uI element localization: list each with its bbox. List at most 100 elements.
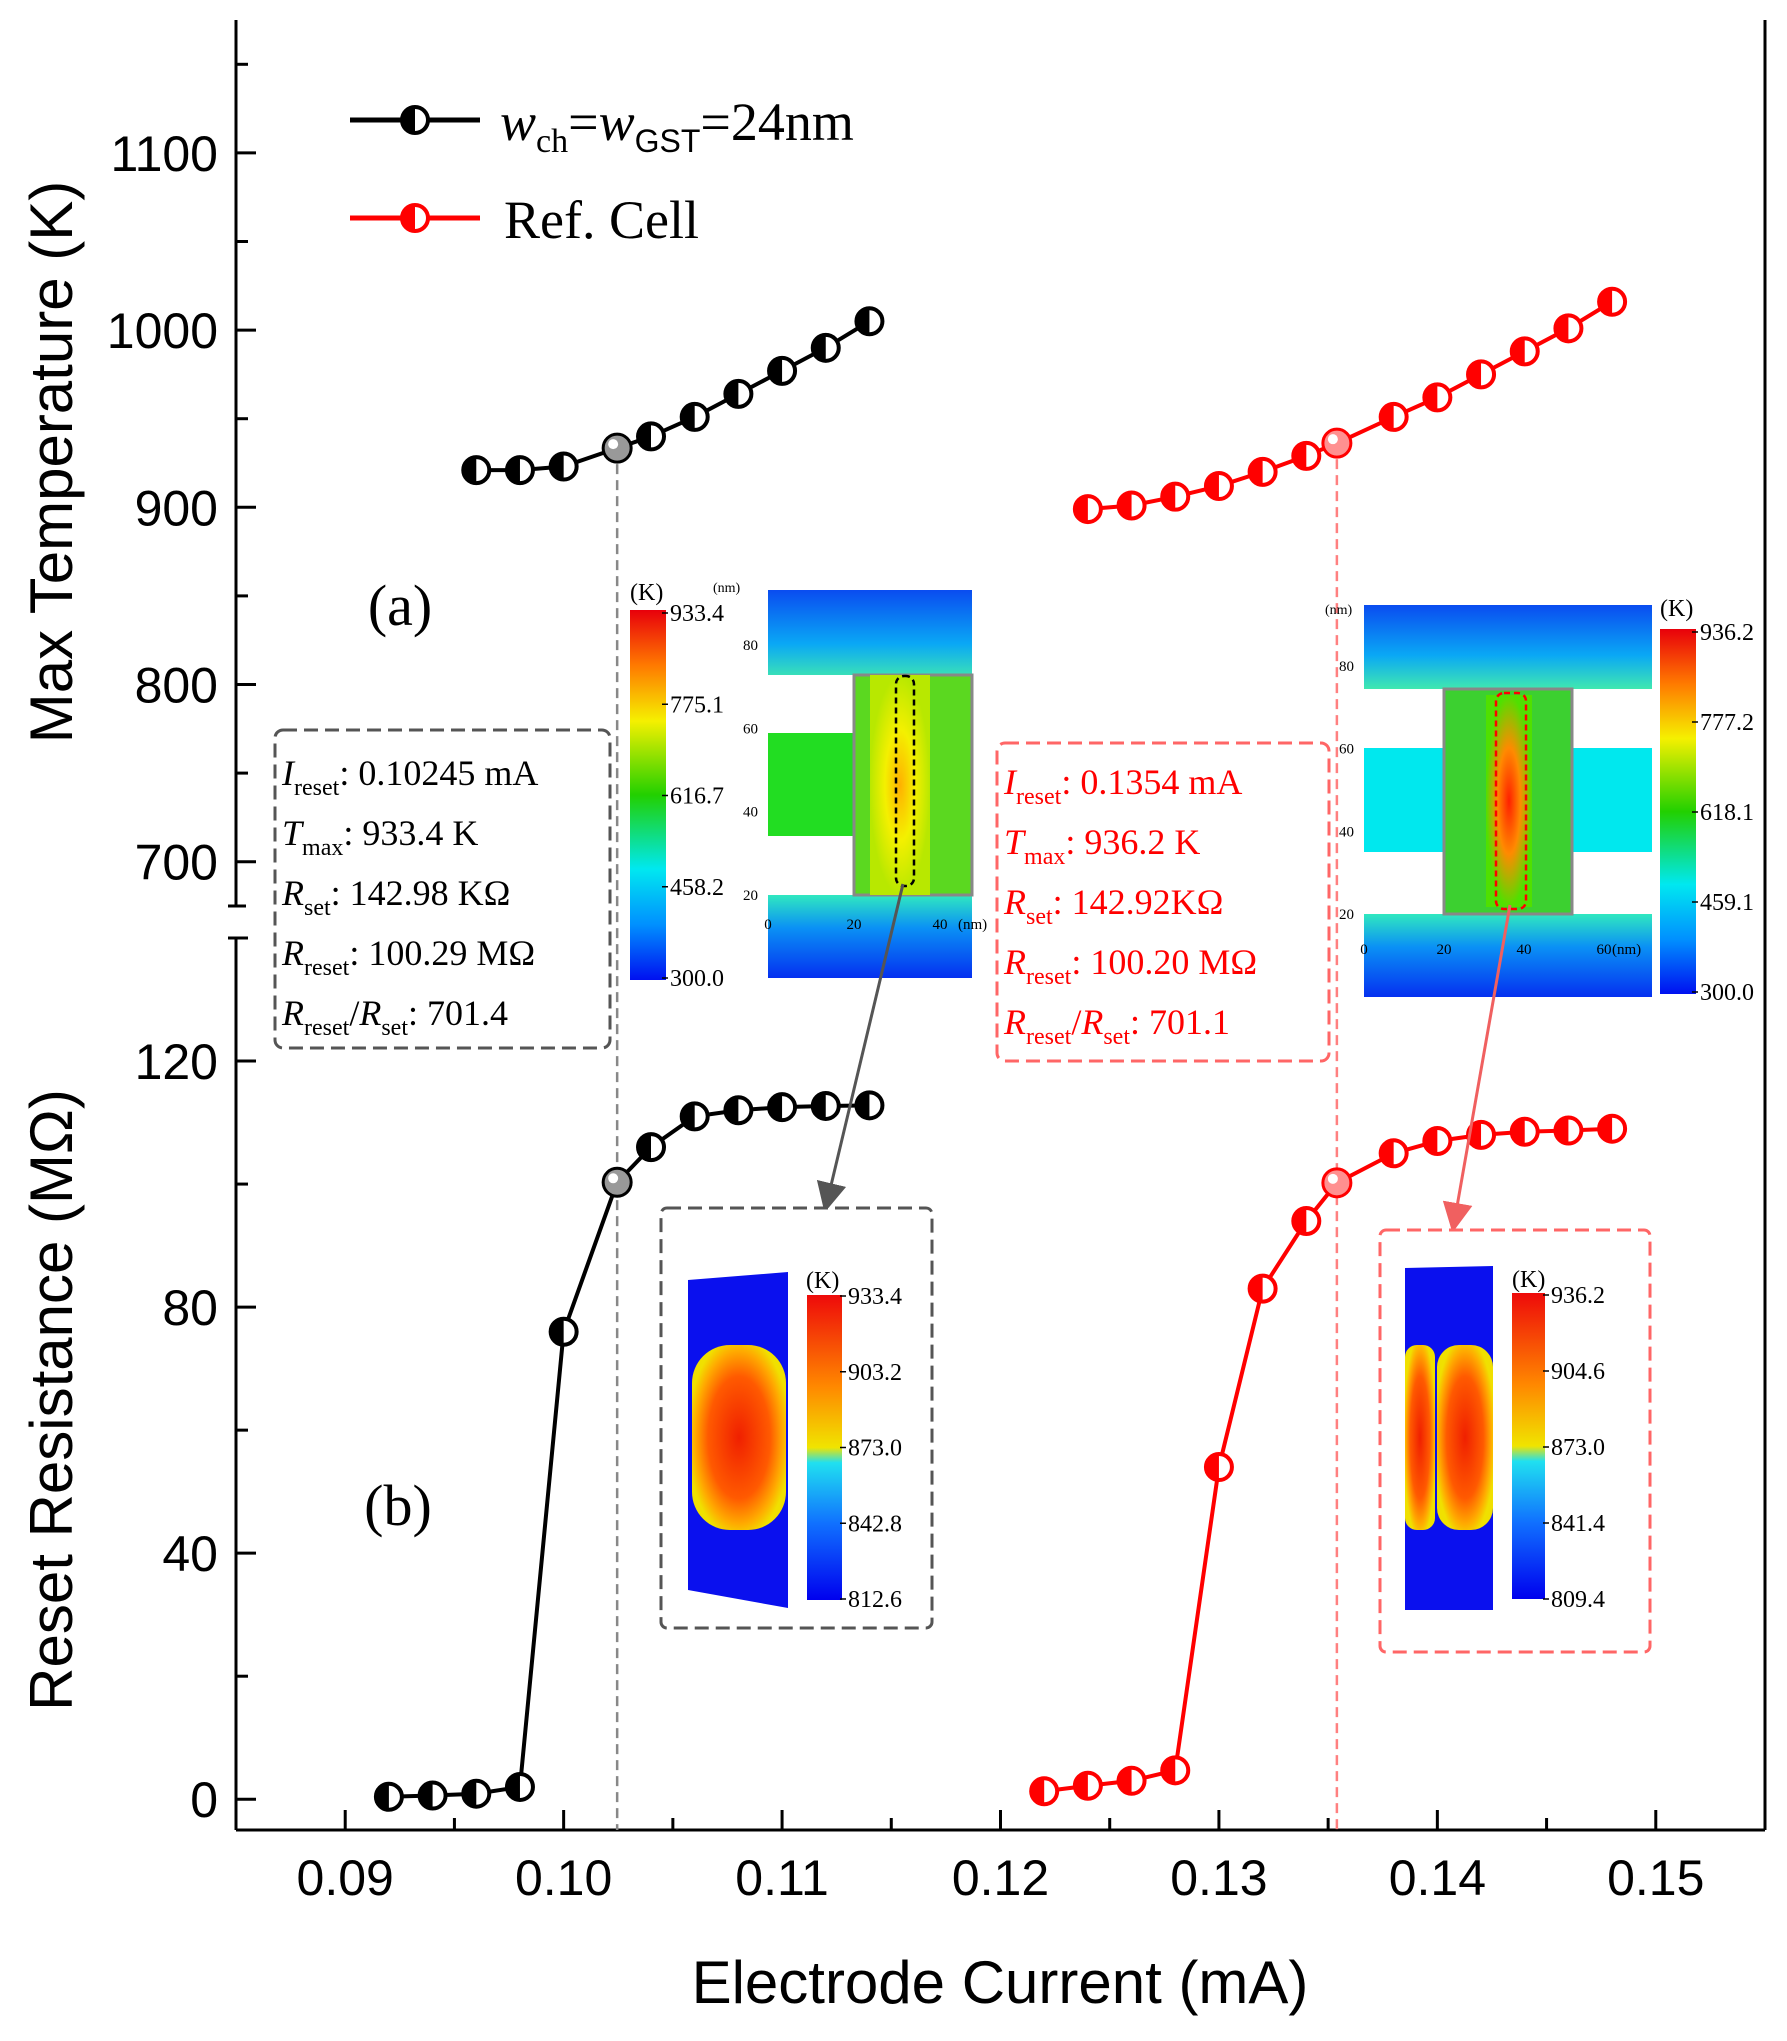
data-point-a-1	[1203, 471, 1234, 502]
info-black-rows: Ireset: 0.10245 mA Tmax: 933.4 K Rset: 142…	[281, 753, 538, 1041]
marker-half	[375, 1783, 389, 1810]
colorbar-label: 458.2	[670, 875, 724, 901]
marker-half	[1205, 1454, 1219, 1481]
marker-half	[681, 403, 695, 430]
data-point-b-1	[1072, 1770, 1103, 1801]
inset-map-red-y-unit: (nm)	[1325, 603, 1353, 618]
data-point-b-0	[723, 1095, 754, 1126]
inset-zoom-red-colorbar	[1512, 1293, 1545, 1599]
marker-half	[419, 1782, 433, 1809]
marker-half	[1293, 1207, 1307, 1234]
data-point-b-1	[1597, 1113, 1628, 1144]
info-box-red: Ireset: 0.1354 mA Tmax: 936.2 K Rset: 142.…	[995, 741, 1331, 1063]
inset-map-black-roi	[894, 674, 916, 888]
colorbar-label: 933.4	[670, 601, 724, 627]
data-point-b-0	[373, 1781, 404, 1812]
marker-half	[1162, 483, 1176, 510]
highlight-marker	[601, 1166, 633, 1198]
map-ytick-label: 40	[1339, 824, 1354, 840]
info-box-black: Ireset: 0.10245 mA Tmax: 933.4 K Rset: 142…	[273, 728, 612, 1050]
inset-map-black: (K) 933.4 775.1 616.7 458.2 300.0 (nm) 80 60 4…	[630, 580, 987, 992]
map-ytick-label: 60	[1339, 742, 1354, 758]
colorbar-label: 936.2	[1700, 620, 1754, 646]
marker-half	[769, 357, 783, 384]
y-tick-label-b: 0	[190, 1772, 218, 1828]
inset-map-black-bottom-electrode	[768, 895, 972, 978]
inset-zoom-black-colorbar-labels: 933.4 903.2 873.0 842.8 812.6	[840, 1284, 902, 1613]
series-layer	[373, 286, 1628, 1812]
data-point-b-1	[1203, 1452, 1234, 1483]
map-xtick-label: 0	[764, 917, 772, 933]
inset-map-black-top-electrode	[768, 590, 972, 680]
y-tick-label-a: 1000	[107, 303, 218, 359]
data-point-a-0	[810, 332, 841, 363]
marker-half	[506, 1773, 520, 1800]
info-row: Tmax: 933.4 K	[282, 813, 478, 861]
map-ytick-label: 40	[743, 805, 758, 821]
legend: wch=wGST=24nm Ref. Cell	[350, 92, 854, 250]
y-tick-label-b: 80	[162, 1280, 218, 1336]
data-point-a-1	[1466, 359, 1497, 390]
marker-half	[1162, 1757, 1176, 1784]
colorbar-label: 903.2	[848, 1360, 902, 1386]
colorbar-label: 300.0	[1700, 980, 1754, 1006]
info-box-black-frame	[273, 728, 612, 1050]
marker-half	[725, 380, 739, 407]
inset-map-red-bottom-electrode	[1364, 914, 1652, 997]
data-point-a-0	[636, 421, 667, 452]
inset-zoom-black: (K) 933.4 903.2 873.0 842.8 812.6	[659, 1206, 934, 1630]
marker-half	[1249, 458, 1263, 485]
info-row: Tmax: 936.2 K	[1004, 822, 1200, 870]
x-tick-label: 0.15	[1607, 1850, 1704, 1906]
map-x-unit: (nm)	[958, 917, 987, 933]
data-point-b-1	[1029, 1776, 1060, 1807]
x-tick-label: 0.14	[1389, 1850, 1486, 1906]
marker-half	[1380, 403, 1394, 430]
inset-zoom-red-hotspot-right	[1437, 1345, 1493, 1530]
marker-half	[681, 1103, 695, 1130]
y-tick-label-a: 700	[135, 835, 218, 891]
data-point-b-1	[1321, 1167, 1353, 1199]
colorbar-label: 459.1	[1700, 890, 1754, 916]
marker-half	[1424, 1128, 1438, 1155]
data-point-b-0	[636, 1132, 667, 1163]
data-point-a-0	[461, 455, 492, 486]
marker-half	[638, 1134, 652, 1161]
data-point-b-0	[854, 1090, 885, 1121]
inset-zoom-red: (K) 936.2 904.6 873.0 841.4 809.4	[1378, 1228, 1652, 1654]
data-point-b-1	[1116, 1765, 1147, 1796]
marker-half	[769, 1094, 783, 1121]
colorbar-label: 936.2	[1551, 1283, 1605, 1309]
data-point-b-1	[1509, 1116, 1540, 1147]
inset-map-black-y-unit: (nm)	[713, 581, 741, 596]
map-ytick-label: 20	[1339, 907, 1354, 923]
highlight-shine	[608, 439, 619, 450]
highlight-marker	[1321, 427, 1353, 459]
data-point-b-0	[601, 1166, 633, 1198]
inset-map-black-xticks: 0 20 40 (nm)	[764, 917, 987, 933]
colorbar-label: 777.2	[1700, 710, 1754, 736]
x-tick-label: 0.10	[515, 1850, 612, 1906]
inset-zoom-red-unit: (K)	[1512, 1267, 1545, 1293]
data-point-a-1	[1116, 490, 1147, 521]
data-point-a-0	[601, 432, 633, 464]
map-xtick-label: 20	[847, 917, 862, 933]
marker-half	[463, 1780, 477, 1807]
x-tick-label: 0.09	[297, 1850, 394, 1906]
data-point-a-1	[1072, 494, 1103, 525]
data-point-a-1	[1597, 286, 1628, 317]
x-tick-label: 0.13	[1170, 1850, 1267, 1906]
map-ytick-label: 20	[743, 888, 758, 904]
marker-half	[856, 1092, 870, 1119]
info-row: Rset: 142.92KΩ	[1003, 882, 1223, 930]
map-xtick-label: 40	[1517, 942, 1532, 958]
data-point-b-1	[1553, 1115, 1584, 1146]
highlight-marker	[1321, 1167, 1353, 1199]
info-row: Rreset: 100.20 MΩ	[1003, 942, 1257, 990]
map-xtick-label: 40	[933, 917, 948, 933]
data-point-a-1	[1247, 456, 1278, 487]
y-tick-label-a: 1100	[110, 126, 218, 182]
data-point-b-1	[1422, 1126, 1453, 1157]
marker-half	[1599, 288, 1613, 315]
